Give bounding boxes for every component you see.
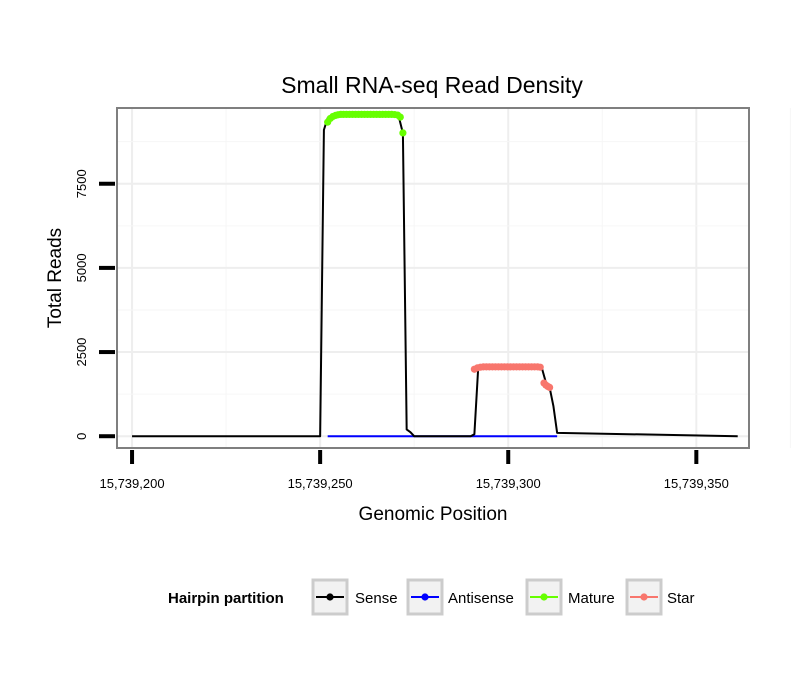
legend-label-star: Star [667,590,695,607]
x-axis: 15,739,200 15,739,250 15,739,300 15,739,350 [100,450,729,491]
plot-panel-border [116,107,750,449]
y-tick-label: 2500 [74,338,89,367]
chart-title: Small RNA-seq Read Density [281,72,583,98]
legend-point-sense [326,593,334,601]
legend-title: Hairpin partition [168,590,284,607]
legend-label-mature: Mature [568,590,615,607]
series-layer [132,110,738,438]
legend-point-mature [540,593,548,601]
legend-label-sense: Sense [355,590,398,607]
star-point [536,363,544,371]
y-tick-label: 5000 [74,253,89,282]
sense-series-line [132,113,738,438]
legend: Hairpin partition Sense Antisense Mature St… [168,578,695,616]
x-tick-label: 15,739,350 [664,476,729,491]
x-tick-label: 15,739,200 [100,476,165,491]
legend-point-antisense [421,593,429,601]
star-point [546,383,554,392]
legend-point-star [640,593,648,601]
y-axis: 0 2500 5000 7500 [74,169,115,440]
y-axis-title: Total Reads [45,228,66,328]
mature-point [399,129,407,137]
grid-lines [117,108,791,448]
x-tick-label: 15,739,250 [288,476,353,491]
mature-point [396,113,404,121]
y-tick-label: 0 [74,433,89,440]
y-tick-label: 7500 [74,169,89,198]
x-tick-label: 15,739,300 [476,476,541,491]
legend-label-antisense: Antisense [448,590,514,607]
x-axis-title: Genomic Position [359,504,508,525]
